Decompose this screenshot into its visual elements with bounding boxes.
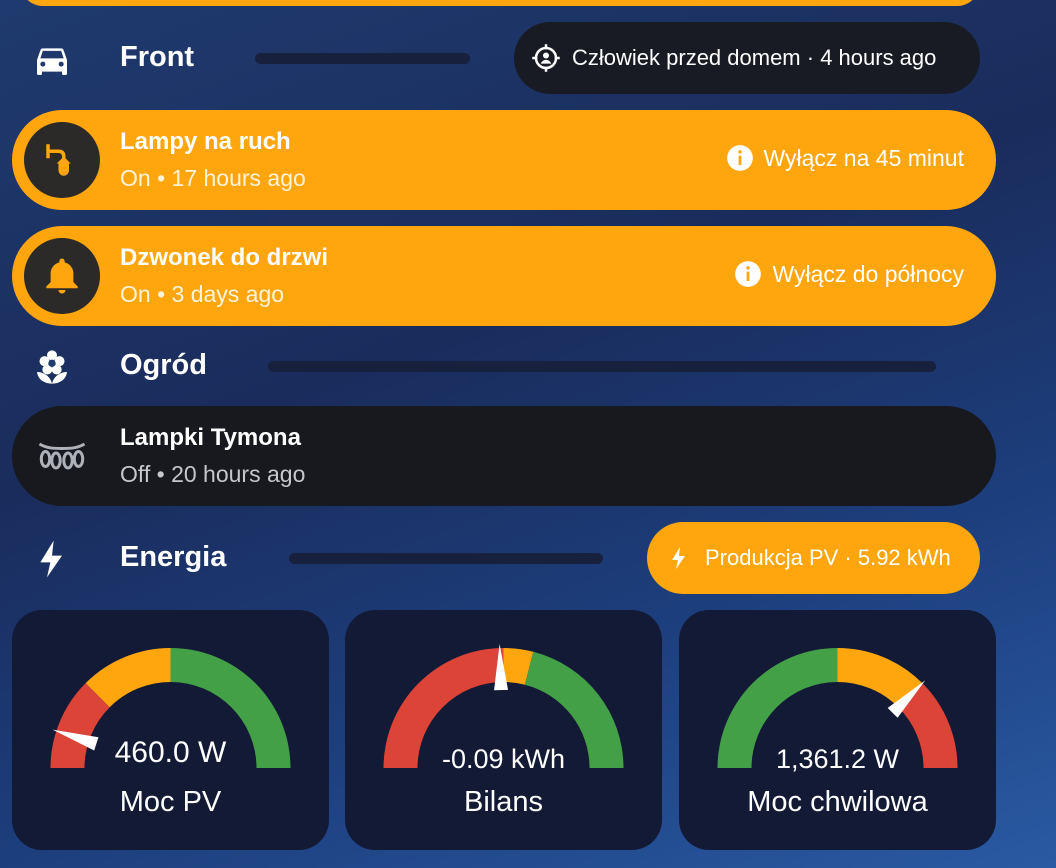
- lightning-icon: [30, 537, 74, 581]
- section-divider: [289, 553, 603, 564]
- string-lights-icon: [24, 418, 100, 494]
- lightning-icon: [663, 542, 695, 574]
- gauge-segment-2: [524, 651, 624, 768]
- flower-icon: [30, 345, 74, 389]
- gauge-needle: [887, 680, 926, 718]
- gauge-segment-2: [898, 683, 958, 768]
- pv-production-chip[interactable]: Produkcja PV · 5.92 kWh: [647, 522, 980, 594]
- entity-state: Off • 20 hours ago: [120, 461, 306, 487]
- entity-action-button[interactable]: Wyłącz na 45 minut: [726, 144, 965, 172]
- gauge-needle: [52, 729, 99, 751]
- gauge-needle: [494, 644, 509, 691]
- gauge: [50, 648, 291, 768]
- entity-action-button[interactable]: Wyłącz do północy: [734, 260, 964, 288]
- wall-lamp-icon: [24, 122, 100, 198]
- gauge-segment-0: [717, 648, 838, 768]
- section-title-garden: Ogród: [120, 349, 207, 381]
- entity-state: On • 17 hours ago: [120, 165, 306, 191]
- gauge-value: -0.09 kWh: [441, 744, 566, 774]
- info-icon: [726, 145, 753, 171]
- gauge: [717, 648, 958, 768]
- gauge: [383, 644, 624, 768]
- gauge-segment-1: [85, 648, 171, 708]
- entity-state: On • 3 days ago: [120, 281, 285, 307]
- gauge-card-bilans[interactable]: -0.09 kWh Bilans: [345, 610, 662, 850]
- gauge-segment-1: [503, 648, 534, 685]
- gauge-segment-1: [837, 648, 923, 708]
- gauge-card-moc-chwilowa[interactable]: 1,361.2 W Moc chwilowa: [679, 610, 996, 850]
- entity-row-lampki-tymona[interactable]: Lampki Tymona Off • 20 hours ago: [12, 406, 996, 506]
- section-title-front: Front: [120, 41, 195, 73]
- entity-row-lampy-na-ruch[interactable]: Lampy na ruch On • 17 hours ago Wyłącz n…: [12, 110, 996, 210]
- gauge-segment-0: [50, 683, 110, 768]
- gauge-segment-2: [170, 648, 291, 768]
- entity-action-label: Wyłącz do północy: [772, 260, 964, 287]
- car-icon: [30, 38, 74, 82]
- section-divider: [268, 361, 936, 372]
- person-detected-chip[interactable]: Człowiek przed domem · 4 hours ago: [514, 22, 980, 94]
- entity-name: Dzwonek do drzwi: [120, 244, 329, 271]
- info-icon: [735, 261, 762, 287]
- section-divider: [255, 53, 470, 64]
- section-title-energy: Energia: [120, 541, 227, 573]
- gauge-value: 1,361.2 W: [775, 744, 900, 774]
- previous-card-edge: [20, 0, 980, 6]
- gauge-segment-0: [383, 648, 504, 768]
- entity-name: Lampki Tymona: [120, 424, 301, 451]
- entity-row-dzwonek[interactable]: Dzwonek do drzwi On • 3 days ago Wyłącz …: [12, 226, 996, 326]
- gauge-label: Moc chwilowa: [747, 786, 928, 818]
- entity-name: Lampy na ruch: [120, 128, 291, 155]
- gauge-value: 460.0 W: [114, 736, 227, 769]
- gauge-label: Bilans: [464, 786, 543, 818]
- bell-icon: [24, 238, 100, 314]
- person-detected-text: Człowiek przed domem · 4 hours ago: [572, 45, 937, 70]
- gauge-label: Moc PV: [119, 786, 222, 818]
- entity-action-label: Wyłącz na 45 minut: [763, 144, 965, 171]
- pv-production-text: Produkcja PV · 5.92 kWh: [705, 545, 951, 570]
- person-target-icon: [530, 42, 562, 74]
- gauge-card-moc-pv[interactable]: 460.0 W Moc PV: [12, 610, 329, 850]
